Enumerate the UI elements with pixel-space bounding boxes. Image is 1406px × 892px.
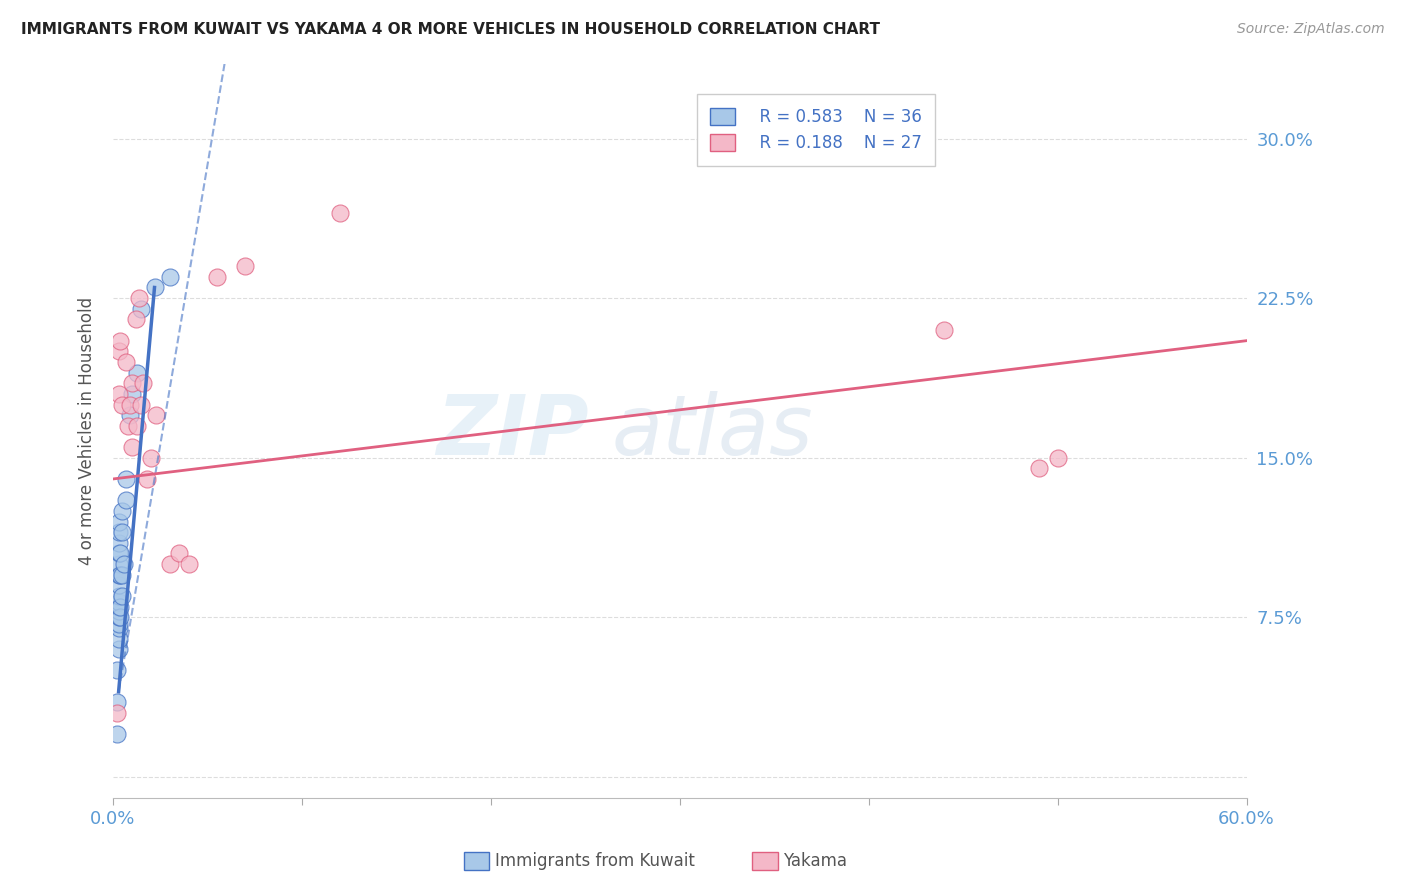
Point (105, 706, 128, 720)
Point (105, 695, 128, 709)
Y-axis label: 4 or more Vehicles in Household: 4 or more Vehicles in Household (79, 297, 96, 566)
Point (127, 366, 149, 380)
Text: Immigrants from Kuwait: Immigrants from Kuwait (495, 852, 695, 870)
Point (121, 387, 143, 401)
Point (118, 397, 141, 411)
Point (136, 472, 159, 486)
Text: Yakama: Yakama (783, 852, 848, 870)
Point (110, 567, 132, 582)
Point (121, 440, 143, 454)
Point (112, 557, 135, 571)
Point (107, 536, 129, 550)
Point (124, 312, 146, 326)
Point (111, 525, 134, 540)
Point (233, 259, 256, 273)
Text: Source: ZipAtlas.com: Source: ZipAtlas.com (1237, 22, 1385, 37)
Text: ZIP: ZIP (436, 391, 589, 472)
Point (129, 301, 152, 316)
Point (107, 621, 129, 635)
Point (115, 493, 138, 508)
Point (107, 515, 129, 529)
Point (934, 323, 956, 337)
Point (107, 599, 129, 614)
Point (121, 376, 143, 391)
Point (107, 344, 129, 359)
Point (105, 727, 128, 741)
Point (127, 418, 149, 433)
Point (111, 589, 134, 603)
Point (118, 408, 141, 422)
Point (105, 664, 128, 678)
Point (110, 599, 132, 614)
Point (1028, 461, 1050, 475)
Point (115, 355, 138, 369)
Point (111, 567, 134, 582)
Text: IMMIGRANTS FROM KUWAIT VS YAKAMA 4 OR MORE VEHICLES IN HOUSEHOLD CORRELATION CHA: IMMIGRANTS FROM KUWAIT VS YAKAMA 4 OR MO… (21, 22, 880, 37)
Point (111, 504, 134, 518)
Point (139, 450, 162, 465)
Point (128, 291, 150, 305)
Point (205, 269, 228, 284)
Point (143, 280, 166, 294)
Point (110, 334, 132, 348)
Point (107, 557, 129, 571)
Point (107, 604, 129, 618)
Point (329, 206, 352, 220)
Point (107, 616, 129, 631)
Point (107, 589, 129, 603)
Point (167, 546, 190, 560)
Point (1046, 450, 1069, 465)
Point (107, 525, 129, 540)
Point (107, 546, 129, 560)
Point (159, 269, 181, 284)
Point (132, 376, 155, 391)
Point (107, 632, 129, 646)
Point (107, 595, 129, 609)
Point (159, 557, 181, 571)
Point (110, 610, 132, 624)
Text: atlas: atlas (612, 391, 813, 472)
Point (111, 397, 134, 411)
Point (117, 418, 139, 433)
Point (145, 408, 167, 422)
Point (129, 397, 152, 411)
Point (107, 578, 129, 592)
Legend:   R = 0.583    N = 36,   R = 0.188    N = 27: R = 0.583 N = 36, R = 0.188 N = 27 (697, 95, 935, 166)
Point (107, 567, 129, 582)
Point (107, 387, 129, 401)
Point (115, 472, 138, 486)
Point (107, 610, 129, 624)
Point (110, 546, 132, 560)
Point (107, 642, 129, 657)
Point (177, 557, 200, 571)
